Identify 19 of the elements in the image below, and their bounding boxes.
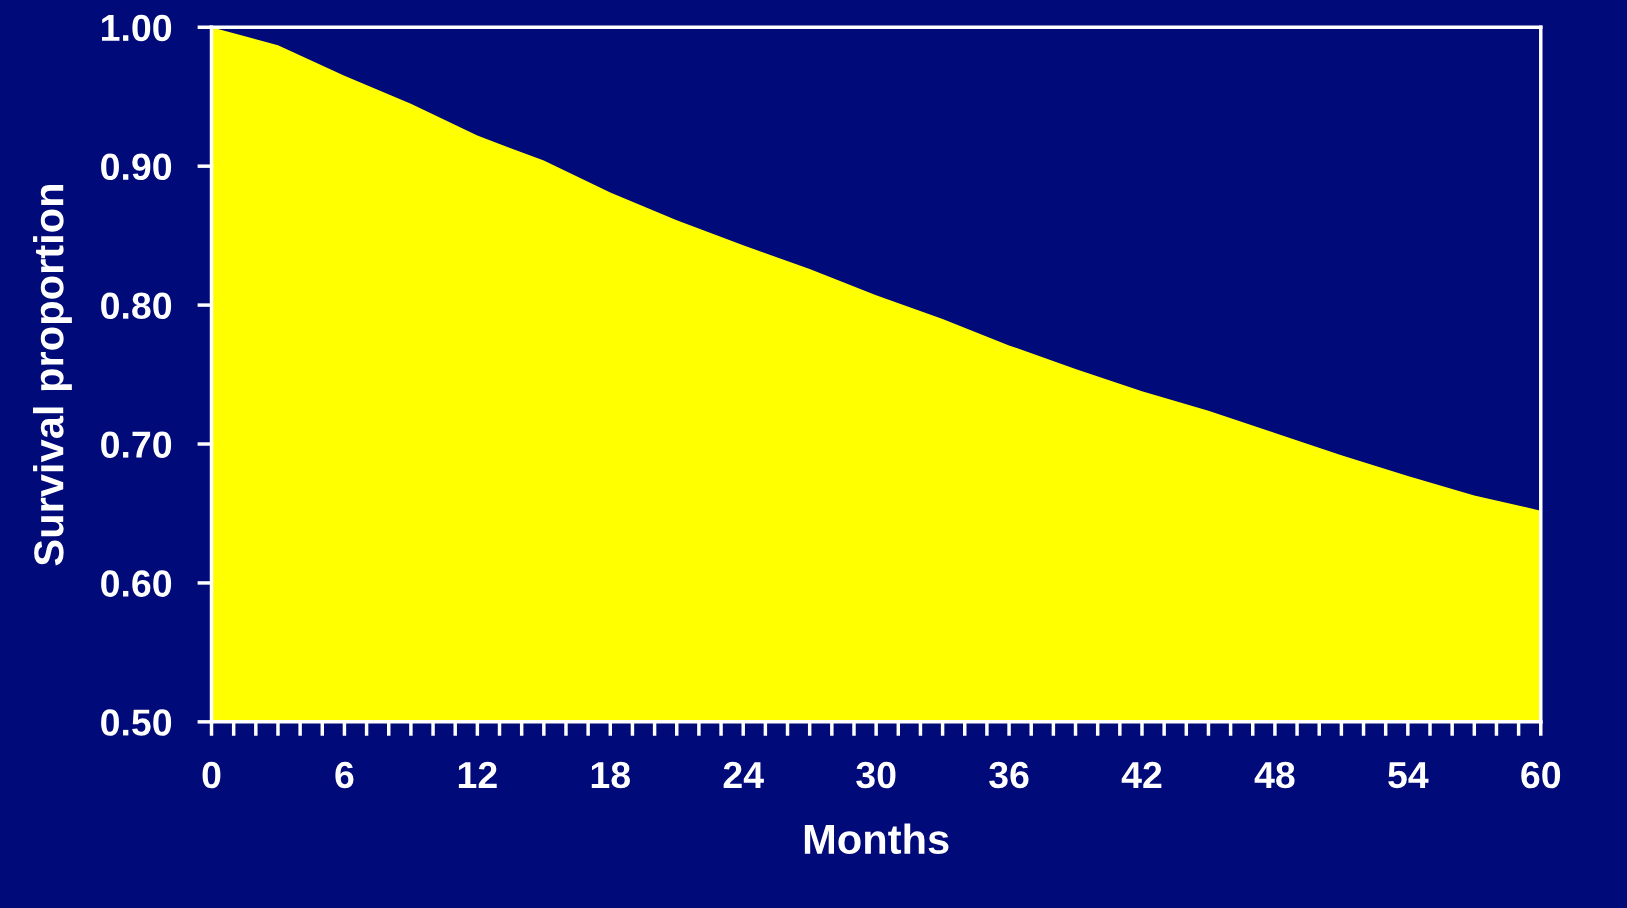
- y-axis-title: Survival proportion: [33, 184, 72, 566]
- x-tick-label: 60: [1521, 761, 1561, 789]
- y-tick-label: 0.50: [101, 709, 172, 736]
- x-tick-label: 0: [202, 761, 221, 789]
- y-tick-label: 0.90: [101, 153, 172, 181]
- x-tick-label: 54: [1388, 762, 1429, 789]
- x-tick-label: 6: [335, 761, 354, 789]
- y-tick-label: 0.80: [101, 292, 172, 320]
- x-tick-label: 48: [1254, 761, 1295, 789]
- x-tick-label: 24: [723, 761, 764, 788]
- x-tick-label: 42: [1121, 761, 1162, 788]
- y-tick-label: 0.60: [101, 570, 172, 597]
- x-axis-title: Months: [804, 823, 949, 855]
- y-tick-label: 1.00: [102, 14, 172, 42]
- y-tick-label: 0.70: [101, 431, 172, 458]
- x-tick-label: 12: [458, 761, 497, 788]
- x-tick-label: 36: [989, 761, 1029, 789]
- x-tick-label: 30: [856, 761, 896, 789]
- x-tick-label: 18: [591, 761, 630, 789]
